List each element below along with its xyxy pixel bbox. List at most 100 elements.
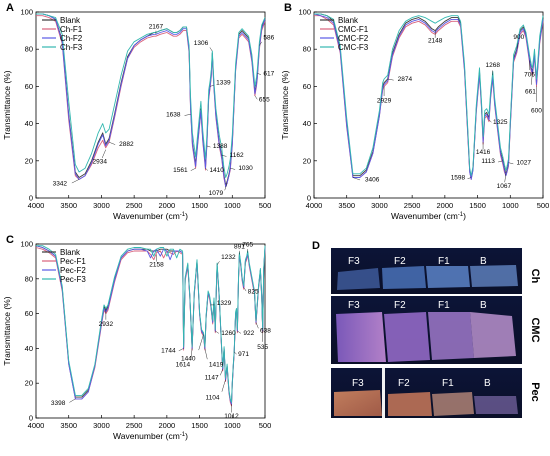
x-tick-label: 500	[537, 201, 550, 210]
photo-label-f1: F1	[442, 378, 454, 389]
annotation-label: 765	[242, 242, 253, 249]
annotation-leader	[243, 287, 247, 292]
annotation-label: 1027	[517, 160, 532, 167]
annotation-label: 1162	[230, 152, 244, 159]
photo-label-f1: F1	[438, 300, 450, 311]
annotation-leader	[224, 183, 228, 191]
photo-row-pec: F3 F2 F1 B Pec	[331, 368, 541, 418]
annotation-leader	[210, 85, 214, 87]
annotation-label: 1079	[209, 190, 224, 197]
x-axis-label: Wavenumber (cm-1)	[113, 431, 188, 441]
panel-letter: A	[6, 2, 14, 14]
film-f2	[384, 312, 430, 362]
x-tick-label: 4000	[28, 201, 45, 210]
y-tick-label: 80	[25, 274, 33, 283]
panel-b-chart: B 4000 3500 3000 2500 2000 1500 1000 500 0 20 40 60 8…	[280, 2, 549, 221]
x-tick-label: 3500	[60, 201, 77, 210]
film-f1	[428, 312, 474, 360]
y-tick-label: 60	[303, 82, 311, 91]
series-line-f3	[314, 13, 544, 177]
annotation-leader	[178, 348, 184, 351]
plot-frame	[35, 243, 266, 419]
annotation-leader	[184, 114, 191, 116]
legend-label: CMC-F3	[338, 43, 369, 52]
annotation-leader	[205, 168, 209, 171]
annotation-leader	[220, 369, 223, 376]
annotation-leader	[467, 177, 472, 179]
annotation-label: 1339	[216, 79, 231, 86]
annotation-label: 1440	[181, 355, 196, 362]
annotation-leader	[215, 330, 219, 334]
annotation-label: 2882	[119, 141, 134, 148]
photo-label-f1: F1	[438, 256, 450, 267]
annotation-leader	[516, 43, 519, 50]
annotation-label: 3398	[51, 400, 66, 407]
film-b	[470, 265, 518, 287]
y-axis-label: Transmittance (%)	[2, 70, 12, 139]
y-tick-label: 0	[29, 414, 33, 423]
y-tick-label: 100	[20, 240, 33, 249]
annotation-label: 1268	[486, 62, 501, 69]
x-tick-label: 3500	[338, 201, 355, 210]
annotation-label: 638	[260, 327, 271, 334]
annotation-leader	[109, 142, 116, 145]
annotation-label: 1147	[205, 374, 219, 381]
x-tick-label: 1000	[224, 421, 241, 430]
annotation-leader	[216, 261, 220, 265]
annotation-label: 1598	[451, 175, 466, 182]
photo-split	[382, 368, 385, 418]
x-tick-label: 1000	[224, 201, 241, 210]
annotation-leader	[504, 173, 507, 183]
annotation-leader	[498, 160, 503, 163]
legend-label: Blank	[60, 16, 81, 25]
annotation-label: 1104	[205, 395, 219, 402]
annotation-leader	[234, 351, 237, 355]
x-axis-label: Wavenumber (cm-1)	[113, 211, 188, 221]
x-tick-label: 2000	[437, 201, 454, 210]
photo-label-b: B	[480, 256, 487, 267]
annotation-label: 1329	[217, 300, 232, 307]
annotation-label: 2874	[398, 76, 413, 83]
legend-label: CMC-F2	[338, 34, 369, 43]
x-tick-label: 1500	[469, 201, 486, 210]
x-tick-label: 3000	[93, 421, 110, 430]
series-line-f3	[36, 13, 266, 178]
film-b	[470, 312, 516, 358]
x-axis-label: Wavenumber (cm-1)	[391, 211, 466, 221]
annotation-label: 2932	[99, 321, 114, 328]
annotation-label: 1561	[173, 167, 188, 174]
x-tick-label: 1500	[191, 201, 208, 210]
legend-label: Ch-F3	[60, 43, 83, 52]
y-tick-label: 80	[25, 45, 33, 54]
annotation-leader	[101, 149, 106, 159]
legend-label: Ch-F2	[60, 34, 83, 43]
y-axis-label: Transmittance (%)	[2, 296, 12, 365]
x-tick-label: 2500	[404, 201, 421, 210]
annotation-leader	[71, 179, 80, 184]
panel-d-photos: D F3 F2 F1 B Ch F3 F2 F1 B CMC	[312, 240, 541, 418]
annotation-label: 3406	[365, 177, 380, 184]
annotation-label: 1614	[176, 361, 191, 368]
annotation-leader	[206, 145, 211, 148]
photo-row-ch: F3 F2 F1 B Ch	[331, 248, 541, 294]
x-tick-label: 4000	[28, 421, 45, 430]
panel-letter: B	[284, 2, 292, 14]
annotation-leader	[237, 330, 242, 334]
x-tick-label: 4000	[306, 201, 323, 210]
annotation-label: 586	[263, 34, 274, 41]
x-tick-label: 500	[259, 201, 272, 210]
annotation-label: 1030	[238, 165, 253, 172]
annotation-label: 1012	[224, 413, 239, 420]
annotation-leader	[255, 322, 259, 329]
panel-d-letter: D	[312, 240, 320, 252]
film-f3	[334, 390, 382, 416]
photo-label-f2: F2	[394, 256, 406, 267]
annotation-label: 825	[248, 289, 259, 296]
x-tick-label: 2000	[159, 421, 176, 430]
annotation-label: 2929	[377, 97, 392, 104]
film-f3	[337, 268, 380, 290]
x-tick-label: 2000	[159, 201, 176, 210]
film-f2	[382, 266, 426, 289]
annotation-label: 1416	[476, 149, 491, 156]
